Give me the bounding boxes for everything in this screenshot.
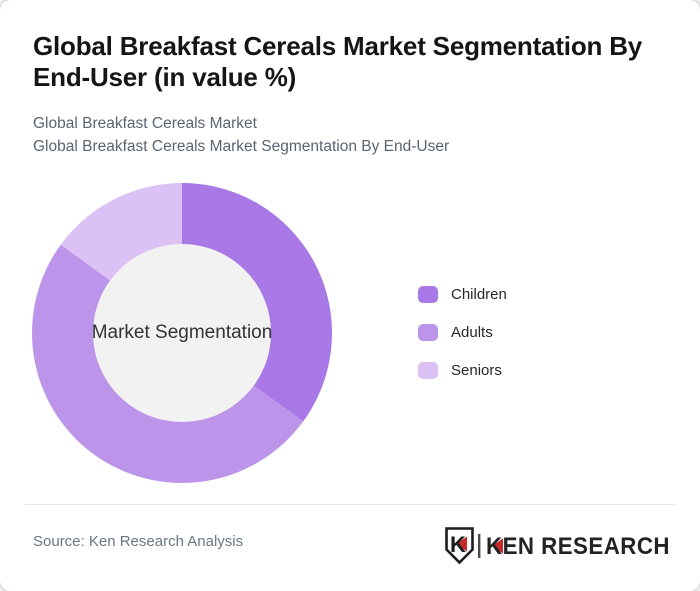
source-text: Source: Ken Research Analysis bbox=[33, 533, 244, 550]
logo-shield-icon: K bbox=[445, 527, 474, 565]
legend-label-children: Children bbox=[451, 286, 507, 303]
footer-divider bbox=[25, 504, 675, 505]
legend-swatch-seniors bbox=[418, 362, 438, 379]
logo-separator bbox=[478, 534, 481, 558]
donut-center: Market Segmentation bbox=[91, 244, 273, 422]
svg-text:K: K bbox=[450, 532, 466, 557]
legend-item-adults[interactable]: Adults bbox=[418, 324, 507, 341]
ken-research-logo: K KEN RESEARCH bbox=[445, 527, 670, 565]
donut-center-label: Market Segmentation bbox=[91, 322, 273, 343]
chart-legend: Children Adults Seniors bbox=[418, 286, 507, 379]
chart-subtitle: Global Breakfast Cereals Market Global B… bbox=[33, 112, 663, 158]
legend-swatch-adults bbox=[418, 324, 438, 341]
legend-swatch-children bbox=[418, 286, 438, 303]
chart-title: Global Breakfast Cereals Market Segmenta… bbox=[33, 31, 643, 92]
donut-chart[interactable]: Market Segmentation bbox=[32, 183, 332, 483]
subtitle-line-2: Global Breakfast Cereals Market Segmenta… bbox=[33, 138, 450, 155]
logo-wordmark: KEN RESEARCH bbox=[486, 533, 670, 560]
legend-item-children[interactable]: Children bbox=[418, 286, 507, 303]
legend-label-adults: Adults bbox=[451, 324, 493, 341]
legend-label-seniors: Seniors bbox=[451, 362, 502, 379]
subtitle-line-1: Global Breakfast Cereals Market bbox=[33, 115, 257, 132]
svg-text:KEN RESEARCH: KEN RESEARCH bbox=[486, 533, 670, 560]
legend-item-seniors[interactable]: Seniors bbox=[418, 362, 507, 379]
